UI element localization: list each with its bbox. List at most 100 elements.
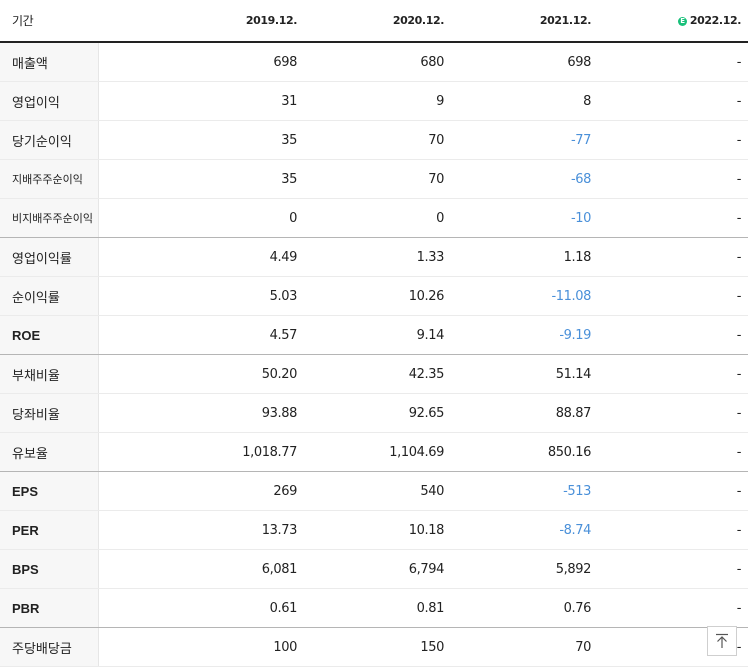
table-row: 유보율 1,018.77 1,104.69 850.16 - [0,432,748,472]
table-row: 주당배당금 100 150 70 - [0,627,748,667]
value-cell: 10.18 [304,510,451,550]
value-cell: 70 [451,627,598,667]
row-label: 부채비율 [0,354,99,394]
value-cell: -9.19 [451,315,598,355]
value-cell: 698 [98,42,304,82]
value-cell: 35 [98,120,304,160]
value-cell: 92.65 [304,393,451,433]
table-row: 부채비율 50.20 42.35 51.14 - [0,354,748,394]
value-cell: 35 [98,159,304,199]
value-cell: 540 [304,471,451,511]
value-cell: 0 [304,198,451,238]
value-cell: 4.49 [98,237,304,277]
year-header: 2019.12. [98,0,304,43]
value-cell: -8.74 [451,510,598,550]
table-row: 당기순이익 35 70 -77 - [0,120,748,160]
value-cell: - [598,549,748,589]
row-label: 영업이익 [0,81,99,121]
table-row: EPS 269 540 -513 - [0,471,748,511]
value-cell: - [598,42,748,82]
table-row: 순이익률 5.03 10.26 -11.08 - [0,276,748,316]
value-cell: 1,018.77 [98,432,304,472]
value-cell: 70 [304,159,451,199]
row-label: EPS [0,471,99,511]
row-label: 당좌비율 [0,393,99,433]
row-label: 비지배주주순이익 [0,198,99,238]
year-header-label: 2022.12. [689,14,741,27]
value-cell: - [598,276,748,316]
value-cell: 6,081 [98,549,304,589]
value-cell: 42.35 [304,354,451,394]
value-cell: 100 [98,627,304,667]
value-cell: -77 [451,120,598,160]
value-cell: 0.76 [451,588,598,628]
row-label: 영업이익률 [0,237,99,277]
value-cell: -11.08 [451,276,598,316]
value-cell: 680 [304,42,451,82]
header-row: 기간 2019.12. 2020.12. 2021.12. E 2022.12. [0,0,748,43]
table-row: 당좌비율 93.88 92.65 88.87 - [0,393,748,433]
value-cell: 5,892 [451,549,598,589]
table-row: 영업이익 31 9 8 - [0,81,748,121]
value-cell: 9 [304,81,451,121]
value-cell: 8 [451,81,598,121]
value-cell: - [598,393,748,433]
value-cell: 4.57 [98,315,304,355]
value-cell: 150 [304,627,451,667]
value-cell: 6,794 [304,549,451,589]
year-header: 2020.12. [304,0,451,43]
value-cell: - [598,198,748,238]
table-row: 지배주주순이익 35 70 -68 - [0,159,748,199]
value-cell: - [598,354,748,394]
table-row: 비지배주주순이익 0 0 -10 - [0,198,748,238]
row-label: 지배주주순이익 [0,159,99,199]
value-cell: 70 [304,120,451,160]
table-row: PER 13.73 10.18 -8.74 - [0,510,748,550]
value-cell: 698 [451,42,598,82]
value-cell: - [598,159,748,199]
value-cell: - [598,471,748,511]
value-cell: 5.03 [98,276,304,316]
value-cell: - [598,81,748,121]
table-row: PBR 0.61 0.81 0.76 - [0,588,748,628]
value-cell: 269 [98,471,304,511]
estimate-badge-icon: E [677,17,687,26]
value-cell: 88.87 [451,393,598,433]
value-cell: 0.61 [98,588,304,628]
value-cell: 1.18 [451,237,598,277]
value-cell: -10 [451,198,598,238]
value-cell: 850.16 [451,432,598,472]
value-cell: 0 [98,198,304,238]
value-cell: - [598,120,748,160]
value-cell: - [598,510,748,550]
row-label: 주당배당금 [0,627,99,667]
value-cell: - [598,237,748,277]
row-label: 매출액 [0,42,99,82]
value-cell: 51.14 [451,354,598,394]
table-row: 매출액 698 680 698 - [0,42,748,82]
row-label: 순이익률 [0,276,99,316]
value-cell: 1.33 [304,237,451,277]
table-row: ROE 4.57 9.14 -9.19 - [0,315,748,355]
value-cell: 31 [98,81,304,121]
value-cell: 13.73 [98,510,304,550]
value-cell: - [598,588,748,628]
arrow-up-to-top-icon [716,633,728,648]
value-cell: 0.81 [304,588,451,628]
table-row: BPS 6,081 6,794 5,892 - [0,549,748,589]
row-label: ROE [0,315,99,355]
year-header-estimate: E 2022.12. [598,0,748,43]
year-header: 2021.12. [451,0,598,43]
value-cell: 10.26 [304,276,451,316]
row-label: BPS [0,549,99,589]
scroll-to-top-button[interactable] [707,626,737,656]
value-cell: - [598,315,748,355]
value-cell: -513 [451,471,598,511]
value-cell: 9.14 [304,315,451,355]
period-header: 기간 [0,0,98,43]
value-cell: 1,104.69 [304,432,451,472]
row-label: PBR [0,588,99,628]
value-cell: 93.88 [98,393,304,433]
row-label: 유보율 [0,432,99,472]
